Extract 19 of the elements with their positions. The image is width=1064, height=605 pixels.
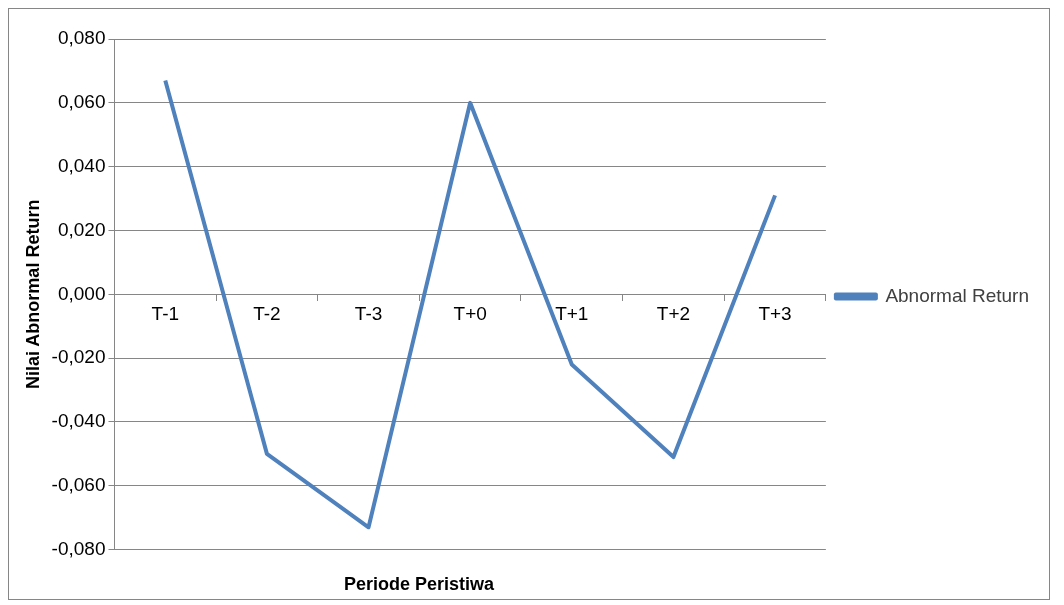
legend-label: Abnormal Return: [885, 284, 1029, 306]
y-tick-label: -0,060: [51, 474, 106, 496]
x-tick-label: T-1: [151, 302, 180, 324]
y-tick-label: 0,000: [57, 282, 106, 304]
x-tick-label: T-2: [253, 302, 281, 324]
y-tick-label: 0,020: [57, 218, 106, 240]
x-axis-title: Periode Peristiwa: [342, 574, 496, 595]
y-tick-label: 0,080: [57, 27, 106, 49]
y-tick-label: -0,080: [51, 537, 106, 559]
x-tick-label: T-3: [354, 302, 383, 324]
x-tick-label: T+3: [758, 302, 792, 324]
x-tick-label: T+1: [555, 302, 589, 324]
y-tick-label: 0,060: [57, 91, 106, 113]
y-tick-label: 0,040: [57, 154, 106, 176]
y-tick-label: -0,020: [51, 346, 106, 368]
x-tick-label: T+2: [656, 302, 691, 324]
y-axis-title: Nilai Abnormal Return: [22, 199, 43, 389]
y-tick-label: -0,040: [51, 410, 106, 432]
x-tick-label: T+0: [453, 302, 487, 324]
